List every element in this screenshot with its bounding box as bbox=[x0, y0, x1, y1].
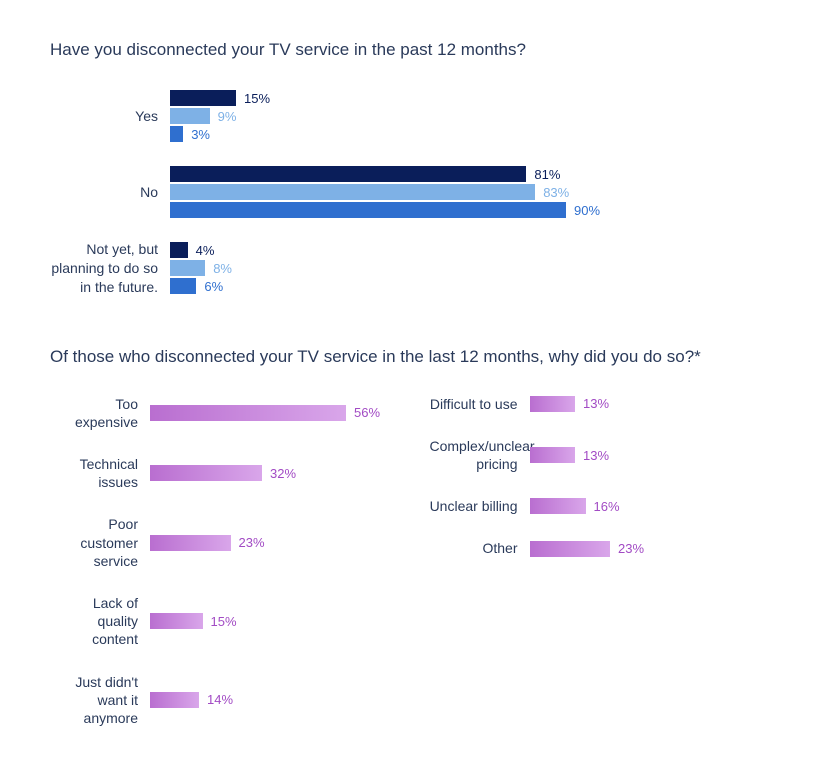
chart1-bar-row: 8% bbox=[170, 260, 769, 276]
chart2-bar-wrap: 23% bbox=[530, 541, 770, 557]
chart2-bar bbox=[150, 613, 203, 629]
chart1-bar bbox=[170, 242, 188, 258]
chart2-bar bbox=[150, 692, 199, 708]
chart2-row: Too expensive 56% bbox=[50, 395, 390, 431]
chart2-value-label: 14% bbox=[207, 692, 233, 707]
chart1-bar bbox=[170, 202, 566, 218]
chart1-value-label: 4% bbox=[196, 243, 215, 258]
chart2-row-label: Technical issues bbox=[50, 455, 150, 491]
chart1-value-label: 83% bbox=[543, 185, 569, 200]
chart2-bar-wrap: 13% bbox=[530, 447, 770, 463]
chart-disconnect-reasons: Of those who disconnected your TV servic… bbox=[50, 347, 769, 751]
chart1-value-label: 6% bbox=[204, 279, 223, 294]
chart2-bar-wrap: 23% bbox=[150, 535, 390, 551]
chart1-bar bbox=[170, 90, 236, 106]
chart1-body: Yes 15% 9% 3% No 81% 83% 90% Not yet, but planni… bbox=[50, 88, 769, 297]
chart2-title: Of those who disconnected your TV servic… bbox=[50, 347, 769, 367]
chart2-row-label: Difficult to use bbox=[430, 395, 530, 413]
chart2-bar bbox=[530, 541, 611, 557]
chart1-value-label: 15% bbox=[244, 91, 270, 106]
chart2-right-column: Difficult to use13%Complex/unclear prici… bbox=[430, 395, 770, 751]
chart1-bar bbox=[170, 260, 205, 276]
chart2-row: Poor customer service 23% bbox=[50, 515, 390, 570]
chart2-body: Too expensive 56% Technical issues 32% Poor … bbox=[50, 395, 769, 751]
chart2-bar-wrap: 32% bbox=[150, 465, 390, 481]
chart2-bar bbox=[150, 535, 231, 551]
chart2-bar bbox=[530, 396, 576, 412]
chart1-bars: 4% 8% 6% bbox=[170, 240, 769, 296]
chart2-bar-wrap: 16% bbox=[530, 498, 770, 514]
chart2-row: Unclear billing 16% bbox=[430, 497, 770, 515]
chart2-row: Technical issues 32% bbox=[50, 455, 390, 491]
chart2-row-label: Unclear billing bbox=[430, 497, 530, 515]
chart2-bar bbox=[150, 405, 346, 421]
chart2-row-label: Complex/unclear pricing bbox=[430, 437, 530, 473]
chart2-row-label: Other bbox=[430, 539, 530, 557]
chart1-value-label: 81% bbox=[534, 167, 560, 182]
chart2-row: Complex/unclear pricing 13% bbox=[430, 437, 770, 473]
chart1-bars: 81% 83% 90% bbox=[170, 164, 769, 220]
chart2-row: Difficult to use 13% bbox=[430, 395, 770, 413]
chart2-value-label: 13% bbox=[583, 396, 609, 411]
chart1-bar-row: 4% bbox=[170, 242, 769, 258]
chart2-bar-wrap: 14% bbox=[150, 692, 390, 708]
chart2-row: Lack of quality content 15% bbox=[50, 594, 390, 649]
chart2-row-label: Just didn't want it anymore bbox=[50, 673, 150, 728]
chart1-group: Not yet, but planning to do so in the fu… bbox=[50, 240, 769, 297]
chart1-group: No 81% 83% 90% bbox=[50, 164, 769, 220]
chart2-bar bbox=[530, 498, 586, 514]
chart1-group-label: No bbox=[50, 183, 170, 202]
chart1-value-label: 3% bbox=[191, 127, 210, 142]
chart1-bar-row: 6% bbox=[170, 278, 769, 294]
chart2-value-label: 13% bbox=[583, 448, 609, 463]
chart2-row-label: Too expensive bbox=[50, 395, 150, 431]
chart1-bar bbox=[170, 166, 526, 182]
chart2-value-label: 15% bbox=[211, 614, 237, 629]
chart1-group-label: Yes bbox=[50, 107, 170, 126]
chart1-bar-row: 81% bbox=[170, 166, 769, 182]
chart1-value-label: 8% bbox=[213, 261, 232, 276]
chart2-bar bbox=[530, 447, 576, 463]
chart-disconnect-status: Have you disconnected your TV service in… bbox=[50, 40, 769, 297]
chart1-value-label: 90% bbox=[574, 203, 600, 218]
chart1-bar-row: 90% bbox=[170, 202, 769, 218]
chart2-row: Other 23% bbox=[430, 539, 770, 557]
chart1-bars: 15% 9% 3% bbox=[170, 88, 769, 144]
chart2-row-label: Poor customer service bbox=[50, 515, 150, 570]
chart1-bar-row: 83% bbox=[170, 184, 769, 200]
chart2-bar-wrap: 15% bbox=[150, 613, 390, 629]
chart2-value-label: 23% bbox=[239, 535, 265, 550]
chart1-group: Yes 15% 9% 3% bbox=[50, 88, 769, 144]
chart2-bar-wrap: 56% bbox=[150, 405, 390, 421]
chart2-value-label: 56% bbox=[354, 405, 380, 420]
chart1-value-label: 9% bbox=[218, 109, 237, 124]
chart1-bar-row: 3% bbox=[170, 126, 769, 142]
chart1-group-label: Not yet, but planning to do so in the fu… bbox=[50, 240, 170, 297]
chart1-bar-row: 15% bbox=[170, 90, 769, 106]
chart1-bar bbox=[170, 126, 183, 142]
chart1-bar bbox=[170, 108, 210, 124]
chart1-bar bbox=[170, 184, 535, 200]
chart1-title: Have you disconnected your TV service in… bbox=[50, 40, 769, 60]
chart2-row: Just didn't want it anymore 14% bbox=[50, 673, 390, 728]
chart2-value-label: 32% bbox=[270, 466, 296, 481]
chart1-bar bbox=[170, 278, 196, 294]
chart2-value-label: 23% bbox=[618, 541, 644, 556]
chart2-bar-wrap: 13% bbox=[530, 396, 770, 412]
chart2-row-label: Lack of quality content bbox=[50, 594, 150, 649]
chart2-left-column: Too expensive 56% Technical issues 32% Poor … bbox=[50, 395, 390, 751]
chart2-value-label: 16% bbox=[594, 499, 620, 514]
chart1-bar-row: 9% bbox=[170, 108, 769, 124]
chart2-bar bbox=[150, 465, 262, 481]
